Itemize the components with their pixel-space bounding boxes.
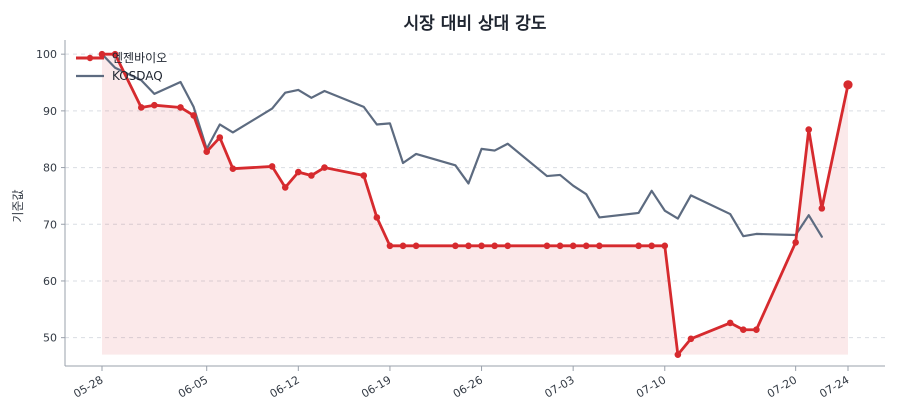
x-tick-label: 07-24 [817,373,851,400]
series-1-point [843,80,853,90]
series-1-point [661,242,669,250]
series-1-point [321,164,328,171]
series-1-point [281,184,289,191]
series-1-point [216,134,224,141]
series-1-point [674,351,682,358]
series-1-point [504,242,512,250]
series-1-area [102,54,848,355]
x-tick-label: 07-03 [542,373,576,400]
x-tick-label: 07-20 [765,373,799,400]
grid-lines [65,53,885,339]
x-tick-label: 06-19 [359,373,393,400]
y-tick-label: 70 [43,218,57,231]
series-1-point [399,242,407,250]
legend-item-series-1: 엔젠바이오 [76,51,167,65]
x-tick-label: 06-26 [451,373,485,400]
series-1-point [190,112,197,119]
series-layer [98,50,853,358]
legend-item-series-2: KOSDAQ [76,69,163,83]
series-1-point [177,104,184,111]
series-1-point [203,148,211,155]
x-tick-label: 05-28 [71,373,105,400]
series-1-point [111,50,119,58]
chart-title: 시장 대비 상대 강도 [404,14,547,34]
legend-label-series-1: 엔젠바이오 [112,51,167,65]
series-1-point [373,214,381,221]
series-1-point [412,242,420,250]
series-1-point [98,50,106,58]
series-1-point [491,242,498,250]
series-1-point [582,242,590,250]
series-1-point [596,242,603,250]
series-1-point [295,168,302,176]
series-1-point [687,335,695,343]
series-1-point [452,242,459,250]
x-tick-label: 06-05 [176,373,210,400]
series-1-point [556,242,564,250]
series-1-point [648,242,655,250]
series-1-point [137,104,145,111]
series-1-point [739,326,747,334]
area-fill-layer [102,54,848,355]
series-1-point [805,126,813,133]
series-1-point [268,163,276,170]
series-1-point [151,101,158,109]
series-1-point [753,326,760,334]
y-tick-label: 90 [43,105,57,118]
x-tick-label: 07-10 [634,373,668,400]
y-axis-label: 기준값 [11,189,25,222]
series-1-point [792,239,799,246]
series-1-point [386,242,394,250]
y-tick-label: 80 [43,162,57,175]
series-1-point [308,172,315,179]
y-tick-label: 60 [43,275,57,288]
series-2-line [100,53,823,238]
series-1-point [569,242,577,250]
series-1-point [818,205,826,212]
y-tick-label: 100 [36,48,57,61]
series-1-point [465,242,472,250]
legend-label-series-2: KOSDAQ [112,69,163,83]
series-1-point [229,165,237,172]
y-tick-label: 50 [43,332,57,345]
x-tick-label: 06-12 [268,373,302,400]
series-1-point [635,242,642,250]
series-1-point [543,242,551,250]
legend: 엔젠바이오 KOSDAQ [76,51,167,83]
legend-marker-series-1 [86,54,94,62]
series-1-point [726,319,734,327]
series-1-point [360,172,368,179]
series-1-point [478,242,485,250]
